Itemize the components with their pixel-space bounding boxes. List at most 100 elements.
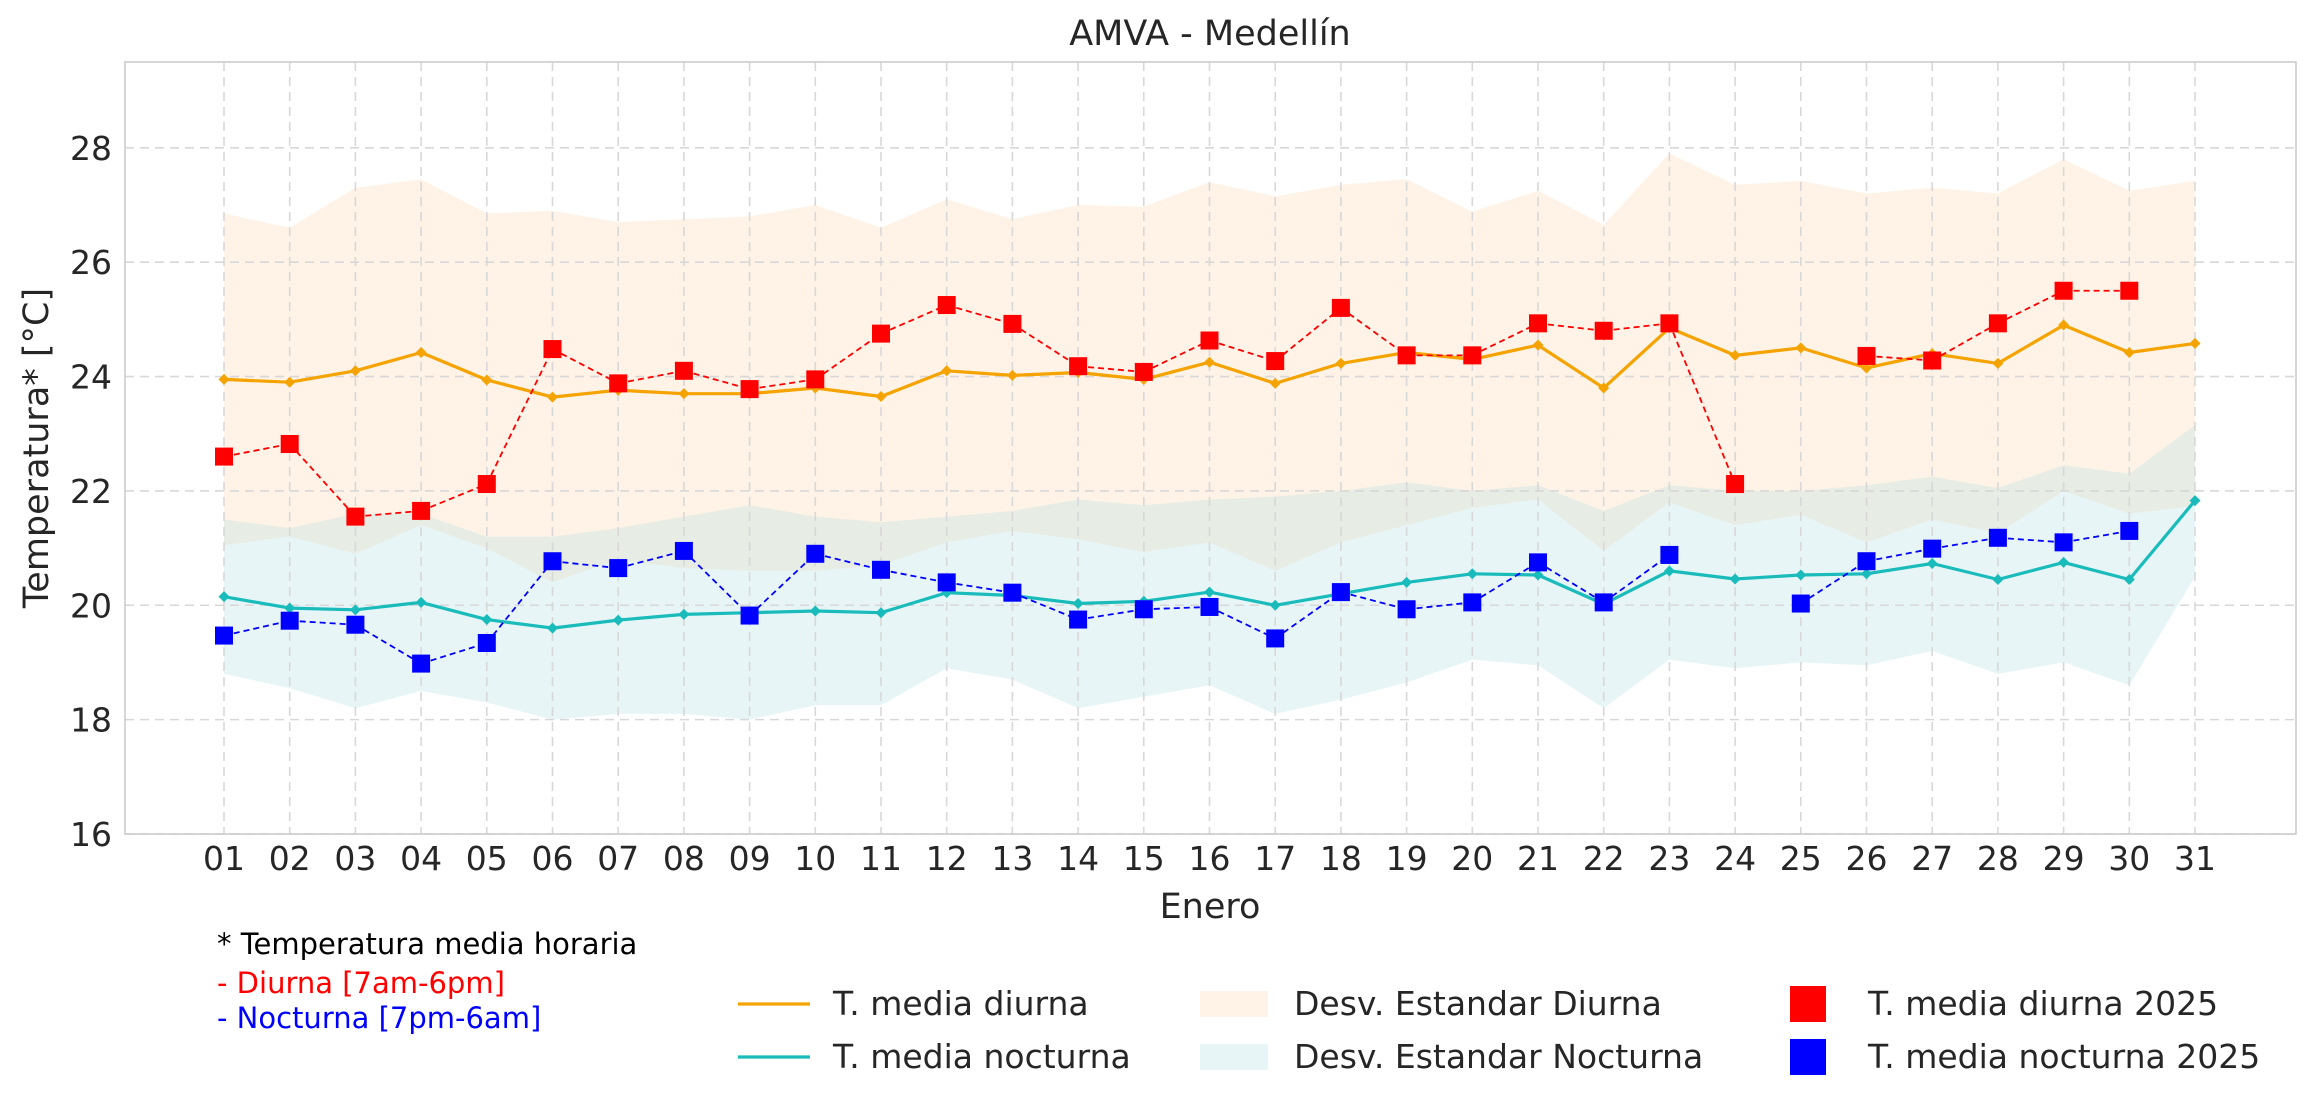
legend-label: Desv. Estandar Nocturna: [1294, 1037, 1703, 1076]
marker-night-2025: [543, 552, 562, 571]
x-tick-label: 23: [1648, 839, 1690, 878]
x-axis-label: Enero: [1160, 887, 1261, 927]
point-mean-day: [1204, 356, 1215, 368]
point-mean-night: [1401, 576, 1413, 588]
segment-day-2025: [683, 369, 750, 390]
marker-day-2025: [1003, 314, 1022, 333]
point-mean-night: [1926, 558, 1938, 570]
legend-label: T. media nocturna: [832, 1037, 1131, 1076]
x-tick-label: 05: [466, 839, 508, 878]
marker-day-2025: [1266, 352, 1285, 371]
x-tick-label: 09: [729, 839, 771, 878]
segment-night-2025: [354, 623, 422, 665]
marker-day-2025: [543, 340, 562, 359]
point-mean-day: [1795, 342, 1807, 354]
point-mean-day: [481, 374, 493, 386]
point-mean-night: [1992, 574, 2004, 586]
segment-night-2025: [289, 619, 356, 626]
marker-night-2025: [1200, 597, 1219, 616]
marker-day-2025: [1529, 314, 1547, 333]
marker-night-2025: [740, 606, 759, 625]
point-mean-night: [2058, 556, 2070, 568]
y-tick-label: 18: [70, 701, 112, 740]
segment-night-2025: [1800, 560, 1867, 605]
x-tick-label: 25: [1780, 839, 1822, 878]
segment-day-2025: [1866, 355, 1933, 362]
y-tick-label: 26: [70, 243, 112, 282]
x-tick-label: 12: [926, 839, 968, 878]
segment-night-2025: [1471, 561, 1539, 604]
marker-day-2025: [740, 380, 759, 399]
point-mean-day: [2123, 347, 2135, 359]
x-tick-label: 03: [334, 839, 376, 878]
marker-night-2025: [1791, 594, 1810, 613]
segment-night-2025: [1077, 608, 1144, 621]
marker-night-2025: [412, 654, 431, 673]
marker-day-2025: [1594, 321, 1613, 340]
point-mean-night: [349, 604, 361, 616]
x-tick-label: 22: [1583, 839, 1625, 878]
point-mean-day: [1335, 357, 1347, 369]
marker-night-2025: [609, 559, 628, 578]
segment-night-2025: [1866, 547, 1933, 563]
marker-night-2025: [1463, 593, 1482, 612]
point-mean-day: [547, 391, 558, 403]
x-tick-label: 28: [1977, 839, 2019, 878]
x-tick-label: 02: [269, 839, 311, 878]
marker-day-2025: [1069, 357, 1088, 376]
x-tick-label: 11: [860, 839, 902, 878]
segment-night-2025: [420, 642, 488, 665]
point-mean-night: [1729, 573, 1741, 585]
point-mean-day: [284, 376, 296, 388]
segment-night-2025: [2063, 530, 2130, 544]
point-mean-night: [1861, 568, 1872, 580]
x-tick-label: 07: [597, 839, 639, 878]
segment-day-2025: [814, 332, 882, 381]
marker-night-2025: [674, 541, 693, 560]
segment-night-2025: [815, 552, 882, 571]
segment-day-2025: [880, 304, 948, 335]
segment-day-2025: [1340, 307, 1408, 357]
segment-day-2025: [1209, 339, 1276, 362]
x-tick-labels: 01 02 03 04 05 06 07 08 09 10 11 12 13 14 15 16 17 18 19 20…: [203, 839, 2216, 878]
point-mean-night: [2123, 574, 2135, 586]
legend-swatch-band: [1200, 1044, 1268, 1070]
marker-night-2025: [872, 560, 890, 579]
segment-night-2025: [1997, 536, 2064, 544]
y-tick-label: 28: [70, 129, 112, 168]
x-tick-label: 20: [1451, 839, 1493, 878]
marker-day-2025: [937, 296, 956, 315]
segment-night-2025: [552, 560, 619, 569]
point-mean-day: [1861, 362, 1872, 374]
point-mean-night: [1204, 586, 1215, 598]
marker-night-2025: [1923, 539, 1942, 558]
chart-title: AMVA - Medellín: [1069, 14, 1351, 54]
point-mean-night: [678, 608, 690, 620]
marker-night-2025: [1857, 552, 1876, 571]
point-mean-day: [1006, 369, 1018, 381]
marker-day-2025: [280, 434, 299, 453]
plot-area-frame: [124, 61, 2297, 835]
marker-day-2025: [2054, 281, 2073, 300]
segment-day-2025: [1078, 365, 1144, 373]
x-tick-label: 13: [991, 839, 1033, 878]
segment-day-2025: [485, 348, 554, 485]
segment-night-2025: [1274, 591, 1342, 640]
x-tick-label: 15: [1123, 839, 1165, 878]
marker-night-2025: [280, 611, 299, 630]
point-mean-day: [2058, 319, 2070, 331]
y-tick-labels: 16 18 20 22 24 26 28: [70, 129, 112, 854]
footnote-hourly-mean: * Temperatura media horaria: [217, 927, 638, 961]
x-tick-label: 17: [1254, 839, 1296, 878]
segment-night-2025: [683, 550, 751, 617]
marker-day-2025: [806, 370, 825, 389]
marker-night-2025: [2054, 533, 2073, 552]
marker-night-2025: [1331, 583, 1350, 602]
marker-night-2025: [1660, 545, 1679, 564]
point-mean-day: [1992, 357, 2004, 369]
legend-swatch-band: [1200, 991, 1268, 1017]
marker-day-2025: [1397, 346, 1416, 365]
marker-night-2025: [937, 573, 956, 592]
marker-day-2025: [609, 374, 628, 393]
legend-label: Desv. Estandar Diurna: [1294, 984, 1662, 1023]
